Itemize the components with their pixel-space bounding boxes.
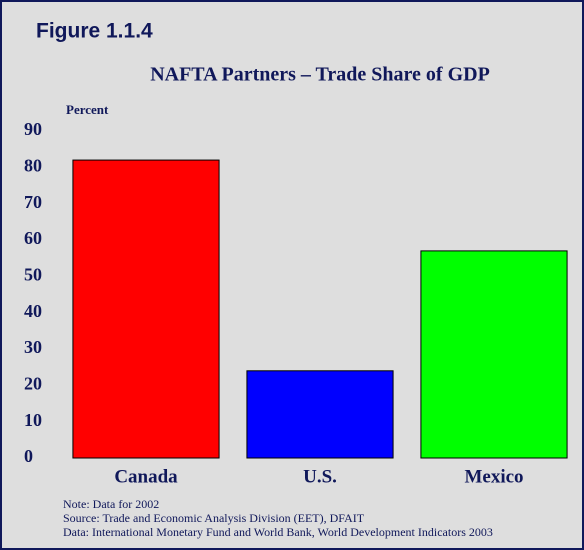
y-tick-label: 70 xyxy=(24,192,42,212)
y-tick-label: 10 xyxy=(24,410,42,430)
note: Data: International Monetary Fund and Wo… xyxy=(63,525,493,539)
y-tick-label: 90 xyxy=(24,119,42,139)
y-tick-label: 30 xyxy=(24,337,42,357)
figure-label: Figure 1.1.4 xyxy=(36,20,153,43)
y-tick-label: 20 xyxy=(24,373,42,393)
x-tick-label: Mexico xyxy=(464,466,523,487)
y-tick-label: 60 xyxy=(24,228,42,248)
y-axis-label: Percent xyxy=(66,102,109,117)
x-tick-label: Canada xyxy=(114,466,178,487)
chart-title: NAFTA Partners – Trade Share of GDP xyxy=(150,64,490,86)
bar xyxy=(420,250,568,459)
note: Note: Data for 2002 xyxy=(63,497,159,511)
y-tick-label: 80 xyxy=(24,155,42,175)
note: Source: Trade and Economic Analysis Divi… xyxy=(63,511,365,525)
bar xyxy=(246,370,394,459)
x-tick-label: U.S. xyxy=(303,466,337,487)
y-tick-label: 50 xyxy=(24,264,42,284)
y-tick-label: 40 xyxy=(24,301,42,321)
bar xyxy=(72,159,220,459)
y-tick-label: 0 xyxy=(24,446,33,466)
